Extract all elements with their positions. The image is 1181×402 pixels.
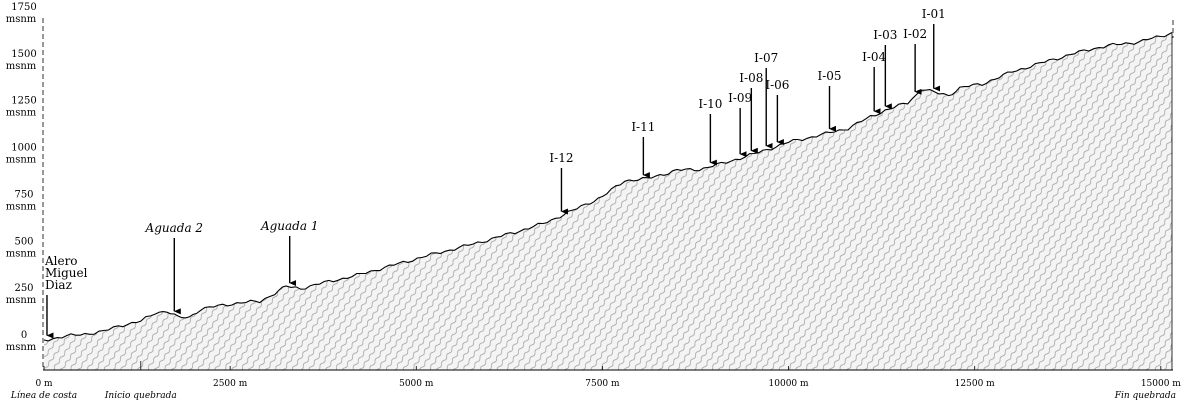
x-tick-label: 12500 m <box>955 379 995 389</box>
y-tick-label: 1500 <box>11 49 36 60</box>
site-label: I-01 <box>922 7 946 21</box>
site-aguada1: Aguada 1 <box>260 219 319 287</box>
site-label: Miguel <box>45 266 88 280</box>
site-i01: I-01 <box>922 7 946 92</box>
x-tick-label: 10000 m <box>769 379 809 389</box>
terrain-hatch <box>44 32 1172 370</box>
site-i08: I-08 <box>739 71 763 154</box>
x-tick-label: 0 m <box>35 379 53 389</box>
terrain-outline <box>43 32 1173 342</box>
x-marker-label: Fin quebrada <box>1114 391 1176 401</box>
site-label: Alero <box>44 254 78 268</box>
y-tick-label: 500 <box>14 236 33 247</box>
y-tick-label: 250 <box>14 283 33 294</box>
y-tick-unit: msnm <box>6 14 37 25</box>
site-label: I-10 <box>698 97 722 111</box>
site-i02: I-02 <box>903 27 927 95</box>
y-tick-label: 1250 <box>11 96 36 107</box>
site-i05: I-05 <box>817 69 842 132</box>
y-tick-unit: msnm <box>6 61 37 72</box>
x-tick-label: 15000 m <box>1141 379 1181 389</box>
x-tick-label: 2500 m <box>213 379 248 389</box>
site-i12: I-12 <box>549 151 574 215</box>
site-i07: I-07 <box>754 51 778 149</box>
y-tick-unit: msnm <box>6 108 37 119</box>
site-label: I-02 <box>903 27 927 41</box>
y-tick-unit: msnm <box>6 155 37 166</box>
site-label: I-04 <box>862 50 886 64</box>
site-label: I-08 <box>739 71 763 85</box>
y-tick-unit: msnm <box>6 248 37 259</box>
site-label: Aguada 2 <box>145 221 204 235</box>
site-i10: I-10 <box>698 97 722 166</box>
site-label: I-07 <box>754 51 778 65</box>
site-label: Diaz <box>45 278 72 292</box>
site-label: I-11 <box>631 120 655 134</box>
site-i03: I-03 <box>873 28 897 110</box>
y-tick-unit: msnm <box>6 295 37 306</box>
y-tick-unit: msnm <box>6 342 37 353</box>
site-label: I-09 <box>728 91 752 105</box>
y-tick-unit: msnm <box>6 201 37 212</box>
x-tick-label: 5000 m <box>399 379 434 389</box>
x-tick-label: 7500 m <box>585 379 620 389</box>
x-marker-label: Inicio quebrada <box>104 391 177 401</box>
y-tick-label: 1750 <box>11 2 36 13</box>
x-marker-label: Línea de costa <box>10 390 77 401</box>
site-label: I-03 <box>873 28 897 42</box>
site-label: I-06 <box>765 78 789 92</box>
y-tick-label: 750 <box>14 189 33 200</box>
site-i11: I-11 <box>631 120 655 179</box>
axes: 1750msnm1500msnm1250msnm1000msnm750msnm5… <box>6 2 1181 401</box>
y-tick-label: 0 <box>21 330 27 341</box>
site-i09: I-09 <box>728 91 752 158</box>
site-aguada2: Aguada 2 <box>145 221 204 315</box>
site-label: I-12 <box>549 151 573 165</box>
terrain-profile <box>43 32 1173 370</box>
y-tick-label: 1000 <box>11 143 36 154</box>
site-label: I-05 <box>817 69 841 83</box>
site-i06: I-06 <box>765 78 789 146</box>
site-label: Aguada 1 <box>260 219 319 233</box>
site-i04: I-04 <box>862 50 887 115</box>
